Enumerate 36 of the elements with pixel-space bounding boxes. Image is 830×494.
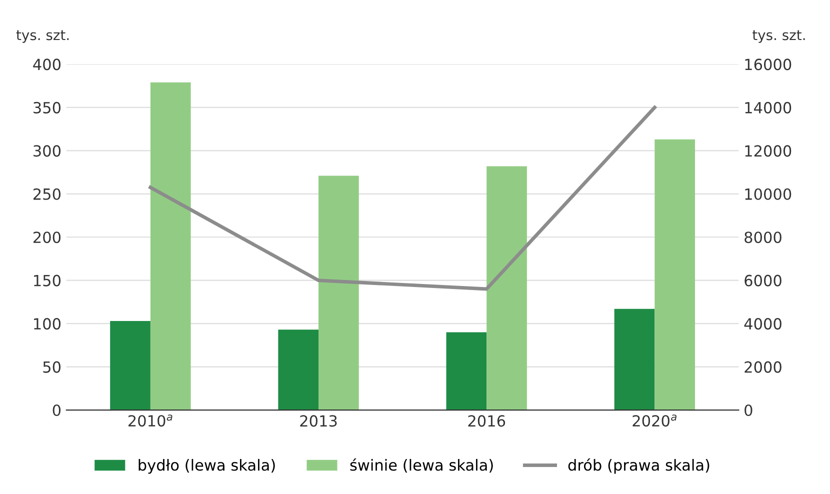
y-tick-label: 150 [34,274,61,286]
x-tick-label: 2013 [300,415,337,427]
y2-tick-label: 14000 [745,102,792,114]
legend-label: świnie (lewa skala) [350,458,493,473]
y2-tick-label: 12000 [745,145,792,157]
bar [150,82,191,410]
line-series [148,106,656,291]
bar [110,320,150,410]
bar [318,176,359,410]
y2-tick-label: 0 [744,404,752,416]
x-tick-label: 2010$^{a}$ [128,414,172,427]
bar [614,308,655,410]
y-tick-label: 350 [34,102,61,114]
y2-tick-label: 4000 [744,318,782,330]
y2-tick-label: 16000 [745,58,792,70]
y-tick-label: 300 [34,145,61,157]
legend-label: drób (prawa skala) [568,458,710,474]
bar [278,330,319,410]
bar [486,166,527,410]
y-tick-label: 200 [33,232,61,244]
y2-tick-label: 2000 [744,361,782,373]
x-tick-label: 2020$^{a}$ [632,414,676,427]
y-tick-label: 50 [43,361,61,373]
bar [654,139,695,410]
y-tick-label: 100 [34,318,61,330]
bar [446,332,487,410]
y-tick-label: 400 [33,58,61,70]
y-tick-label: 0 [52,404,61,416]
y2-tick-label: 8000 [744,232,782,244]
x-tick-label: 2016 [468,415,506,427]
y-axis-title: tys. szt. [16,30,69,43]
y2-tick-label: 10000 [745,188,792,200]
legend-label: bydło (lewa skala) [138,458,275,474]
y2-tick-label: 6000 [744,274,782,286]
y2-axis-title: tys. szt. [752,30,805,43]
y-tick-label: 250 [33,188,61,200]
